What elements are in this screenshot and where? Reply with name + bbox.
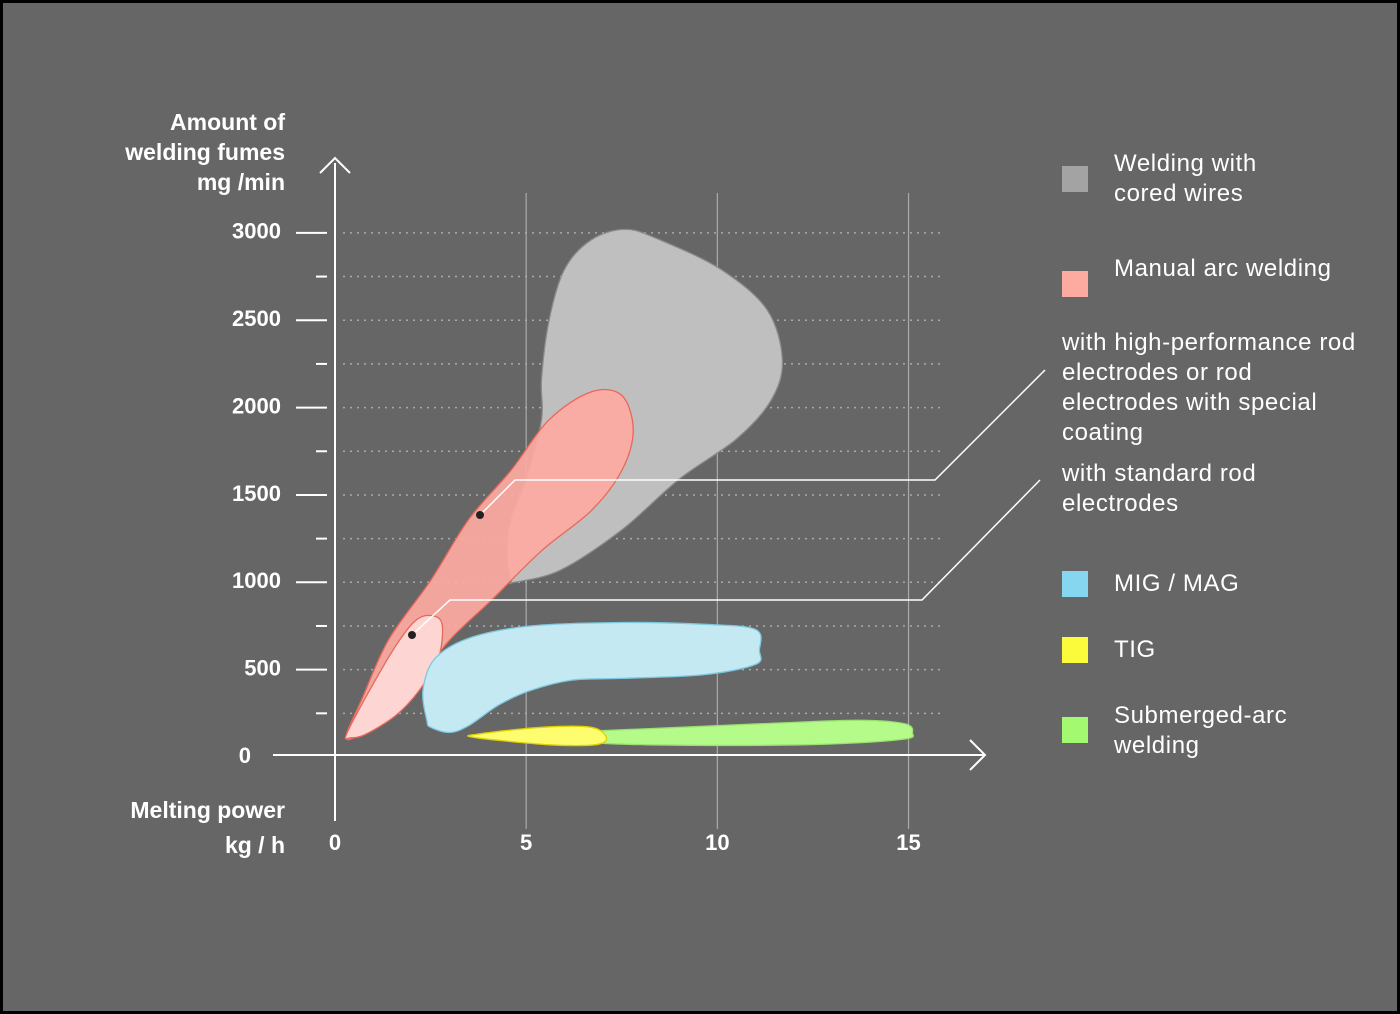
y-axis-title-line: mg /min: [196, 169, 285, 195]
legend-swatch: [1062, 637, 1088, 663]
callout-dot: [476, 511, 484, 519]
region: [344, 614, 444, 740]
legend-group-label: Manual arc welding: [1114, 255, 1332, 282]
y-axis-arrow: [319, 156, 351, 174]
legend-label: with standard rod electrodes: [1062, 460, 1257, 517]
y-tick-label: 1000: [232, 568, 281, 593]
legend-label: with high-performance rod electrodes or …: [1062, 329, 1356, 446]
callout-dot: [408, 631, 416, 639]
x-tick-label: 5: [520, 830, 532, 855]
legend-swatch: [1062, 271, 1088, 297]
regions: [344, 228, 914, 747]
y-tick-label: 0: [239, 743, 251, 768]
y-axis-title-line: Amount of: [170, 109, 285, 135]
region: [422, 621, 762, 734]
x-tick-label: 0: [329, 830, 341, 855]
x-axis-title-line: kg / h: [224, 832, 285, 858]
y-tick-label: 1500: [232, 481, 281, 506]
x-axis-title: Melting power kg / h: [63, 793, 285, 863]
y-tick-label: 3000: [232, 219, 281, 244]
x-tick-label: 10: [705, 830, 729, 855]
callout-line: [479, 369, 1046, 516]
legend-swatch: [1062, 717, 1088, 743]
legend-swatch: [1062, 571, 1088, 597]
region: [467, 725, 608, 747]
legend-swatch: [1062, 166, 1088, 192]
legend-label: Welding with cored wires: [1114, 150, 1257, 207]
callouts: [411, 369, 1046, 636]
legend-label: MIG / MAG: [1114, 570, 1240, 597]
y-tick-label: 500: [244, 655, 281, 680]
x-axis-arrow: [969, 739, 987, 771]
y-tick-label: 2000: [232, 393, 281, 418]
x-axis-title-line: Melting power: [130, 797, 285, 823]
callout-line: [411, 479, 1041, 636]
y-tick-label: 2500: [232, 306, 281, 331]
chart: 0 500 1000 1500 2000 2500 3000 0 5 10 15: [232, 156, 1046, 855]
legend-label: TIG: [1114, 636, 1156, 663]
x-tick-label: 15: [896, 830, 920, 855]
y-axis-title-line: welding fumes: [125, 139, 285, 165]
axes: [273, 156, 987, 821]
y-axis-title: Amount of welding fumes mg /min: [63, 107, 285, 197]
legend-label: Submerged-arc welding: [1114, 702, 1288, 759]
